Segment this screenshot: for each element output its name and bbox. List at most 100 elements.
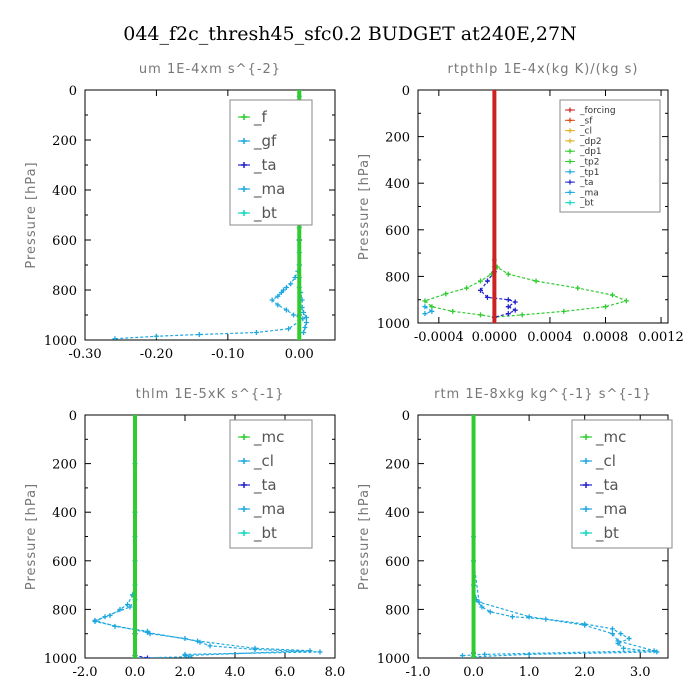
y-tick-label: 1000 [44,334,77,349]
data-point [505,271,511,277]
y-tick-label: 200 [52,134,77,149]
series-group [92,415,323,658]
x-tick-label: 4.0 [225,665,246,680]
series-line-ta [479,271,517,318]
legend-marker [567,169,573,175]
data-point [195,638,200,644]
data-point [484,294,490,300]
data-point [286,326,292,332]
y-tick-label: 400 [385,506,410,521]
legend-label: _ta [579,178,594,188]
data-point [296,90,302,93]
data-point [112,623,118,629]
x-tick-label: -1.0 [405,665,430,680]
data-point [609,626,615,632]
legend-marker [241,210,247,216]
legend-marker [567,128,573,134]
legend: _f _gf _ta _ma _bt [229,99,313,226]
data-point [603,304,608,310]
data-point [526,614,532,620]
legend-marker [241,458,247,464]
data-point [509,614,515,620]
legend-label: _ta [253,476,277,495]
legend-label: _cl [253,452,274,471]
legend-label: _bt [595,524,619,543]
y-tick-label: 1000 [377,652,410,667]
x-tick-label: 8.0 [325,665,346,680]
x-tick-label: 0.0000 [472,330,518,345]
legend-label: _mc [253,428,284,447]
data-point [478,312,483,318]
series-group [422,90,629,323]
data-point [429,304,435,310]
data-point [422,298,428,304]
x-tick-label: -2.0 [72,665,97,680]
data-point [301,330,307,335]
data-point [283,307,289,313]
y-tick-label: 1000 [377,317,410,332]
legend-label: _mc [595,428,626,447]
data-point [464,285,470,291]
panel-title: rtm 1E-8xkg kg^{-1} s^{-1} [434,387,652,402]
data-point [582,622,588,628]
data-point [422,311,428,317]
data-point [301,310,307,315]
data-point [187,654,193,658]
data-point [278,290,284,295]
figure-title: 044_f2c_thresh45_sfc0.2 BUDGET at240E,27… [123,23,576,45]
legend-marker [583,434,589,440]
series-line-bt [424,306,434,315]
x-tick-label: 3.0 [630,665,651,680]
data-point [292,275,298,280]
legend-marker [567,117,573,123]
y-tick-label: 800 [52,603,77,618]
y-tick-label: 600 [52,555,77,570]
series-line-ta [134,415,148,658]
y-tick-label: 400 [52,506,77,521]
panel-2: rtpthlp 1E-4x(kg K)/(kg s) 0 200 400 600 800 1… [357,62,684,345]
data-point [491,90,497,93]
legend-marker [567,107,573,113]
data-point [478,287,483,293]
legend-label: _dp2 [579,137,602,147]
data-point [422,304,428,310]
y-tick-label: 600 [385,555,410,570]
data-point [512,307,518,313]
legend-box [559,99,661,213]
legend-label: _gf [253,132,277,151]
data-point [283,285,289,290]
x-tick-label: 0.0 [463,665,484,680]
data-point [296,337,302,340]
legend-label: _bt [253,524,277,543]
y-tick-label: 800 [385,270,410,285]
legend-marker [567,148,573,154]
y-tick-label: 600 [385,224,410,239]
legend-marker [567,138,573,144]
y-tick-label: 0 [69,409,77,424]
y-tick-label: 800 [52,284,77,299]
panel-3: thlm 1E-5xK s^{-1} 0 200 400 600 800 1000-2.0 0… [24,387,345,680]
y-tick-label: 200 [52,458,77,473]
series-line-dp1 [423,266,495,318]
data-point [459,653,465,658]
y-tick-label: 600 [52,234,77,249]
data-point [429,308,435,314]
data-point [654,649,660,655]
legend-label: _bt [579,199,594,209]
x-tick-label: 0.0012 [638,330,684,345]
legend-label: _cl [579,127,592,137]
data-point [145,655,150,658]
data-point [505,311,511,317]
series-group [459,415,660,658]
data-point [476,599,482,605]
data-point [291,312,297,318]
legend-marker [241,434,247,440]
x-tick-label: 0.0 [125,665,146,680]
panel-title: um 1E-4xm s^{-2} [139,62,281,77]
legend-label: _dp1 [579,147,602,157]
data-point [609,631,615,637]
legend-marker [241,162,247,168]
legend-label: _ma [579,188,599,198]
data-point [487,609,493,615]
